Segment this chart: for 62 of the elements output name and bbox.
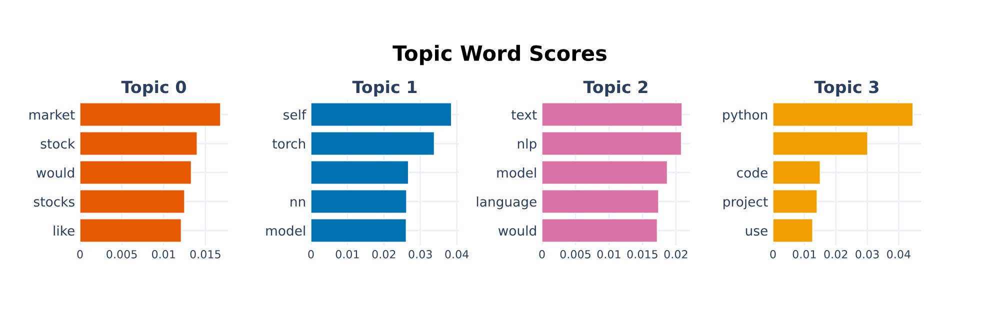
x-tick-label: 0.01 — [597, 250, 620, 258]
bar — [80, 190, 185, 214]
bar — [773, 190, 818, 214]
y-tick-label: project — [724, 196, 768, 210]
y-tick-label: like — [54, 225, 74, 236]
bar — [542, 132, 682, 156]
y-tick-label: python — [723, 109, 768, 122]
bar — [542, 102, 682, 126]
x-tick-label: 0.015 — [627, 250, 658, 258]
x-tick-label: 0.005 — [106, 250, 137, 258]
x-tick-label: 0 — [308, 250, 314, 258]
bar — [773, 102, 914, 126]
y-tick-label: code — [737, 167, 768, 178]
y-tick-label: nlp — [518, 138, 536, 152]
x-tick-label: 0 — [770, 250, 776, 258]
y-tick-label: language — [476, 196, 536, 210]
y-tick-label: model — [266, 225, 305, 236]
y-tick-label: would — [498, 225, 536, 236]
chart-title: Topic 3 — [814, 80, 878, 97]
bar — [311, 132, 435, 156]
y-tick-label: self — [284, 109, 306, 120]
y-tick-label: use — [746, 228, 768, 236]
y-tick-label: would — [36, 167, 74, 178]
x-tick-label: 0.01 — [152, 250, 175, 258]
x-tick-label: 0 — [539, 250, 545, 258]
bar — [773, 218, 813, 242]
bar — [773, 160, 820, 184]
x-tick-label: 0.02 — [824, 250, 848, 258]
x-tick-label: 0.02 — [664, 250, 688, 258]
x-tick-label: 0.005 — [560, 250, 590, 258]
x-tick-label: 0.03 — [856, 250, 879, 258]
x-tick-label: 0.04 — [887, 250, 910, 258]
x-tick-label: 0.01 — [336, 250, 359, 258]
y-tick-label: stock — [40, 138, 76, 149]
chart-title: Topic 1 — [352, 80, 417, 97]
bar — [542, 160, 668, 184]
y-tick-label: market — [30, 109, 75, 120]
y-tick-label: stocks — [34, 196, 74, 207]
bar — [542, 190, 659, 214]
bar — [311, 190, 407, 214]
bar — [311, 218, 406, 242]
chart-title: Topic 2 — [583, 80, 648, 97]
y-tick-label: nn — [290, 199, 306, 207]
x-tick-label: 0.01 — [792, 250, 816, 258]
bar — [311, 102, 452, 126]
bar — [773, 132, 868, 156]
text: Topic Word Scores — [392, 44, 606, 66]
bar — [80, 218, 182, 242]
y-tick-label: model — [497, 167, 536, 178]
chart-title: Topic 0 — [121, 80, 186, 97]
x-tick-label: 0.03 — [408, 250, 432, 258]
bar — [80, 132, 198, 156]
bar — [311, 160, 409, 184]
x-tick-label: 0.04 — [445, 250, 469, 258]
x-tick-label: 0.015 — [190, 250, 220, 258]
y-tick-label: torch — [272, 138, 306, 149]
bar — [80, 102, 221, 126]
y-tick-label: text — [511, 110, 537, 120]
bar — [542, 218, 658, 242]
bar — [80, 160, 192, 184]
x-tick-label: 0.02 — [372, 250, 396, 258]
x-tick-label: 0 — [77, 250, 83, 258]
